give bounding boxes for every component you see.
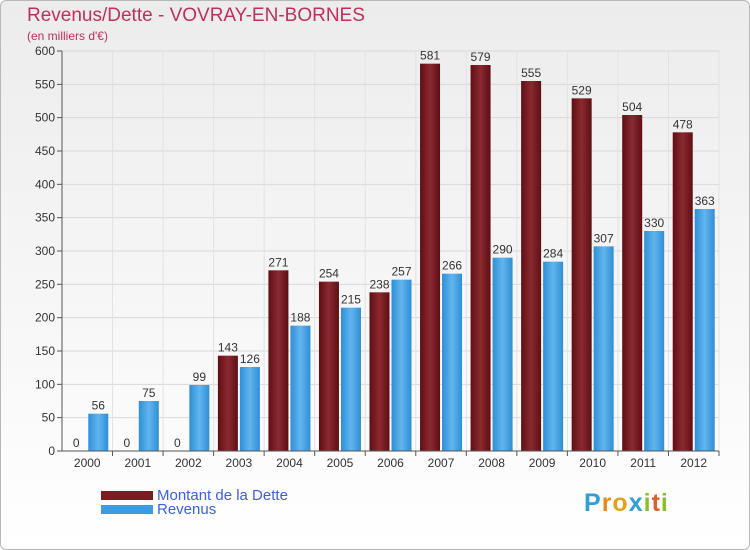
chart-subtitle: (en milliers d'€) [27,29,108,43]
proxiti-logo: Proxiti [584,489,669,517]
bar-revenue [543,261,564,451]
bar-revenue [492,257,513,451]
legend-swatch-revenue [101,504,153,514]
data-label-revenue: 99 [193,370,207,384]
data-label-revenue: 290 [493,243,513,257]
data-label-debt: 0 [73,436,80,450]
bar-revenue [644,231,665,451]
x-tick-label: 2005 [327,456,354,470]
data-label-debt: 529 [572,83,592,97]
x-tick-label: 2006 [377,456,404,470]
bar-revenue [189,385,210,451]
bar-debt [571,98,592,451]
data-label-debt: 143 [218,341,238,355]
bar-debt [622,115,643,451]
data-label-debt: 0 [123,436,130,450]
data-label-debt: 238 [369,277,389,291]
data-label-revenue: 215 [341,293,361,307]
legend-label-debt: Montant de la Dette [157,486,288,504]
legend-label-revenue: Revenus [157,500,217,518]
x-tick-label: 2012 [680,456,707,470]
data-label-revenue: 188 [290,311,310,325]
data-label-debt: 504 [622,100,642,114]
bar-debt [268,270,289,451]
data-label-revenue: 126 [240,352,260,366]
x-tick-label: 2007 [428,456,455,470]
x-tick-label: 2004 [276,456,303,470]
bar-debt [318,281,339,451]
y-tick-label: 0 [48,444,55,458]
data-label-debt: 271 [268,255,288,269]
data-label-revenue: 257 [391,265,411,279]
y-tick-label: 450 [35,144,55,158]
data-label-debt: 478 [673,117,693,131]
legend-swatch-debt [101,490,153,500]
data-label-debt: 555 [521,66,541,80]
x-tick-label: 2010 [579,456,606,470]
x-tick-label: 2000 [74,456,101,470]
x-tick-label: 2002 [175,456,202,470]
bar-debt [420,63,441,452]
data-label-debt: 579 [471,50,491,64]
x-tick-label: 2008 [478,456,505,470]
data-label-revenue: 284 [543,247,563,261]
legend-item-debt: Montant de la Dette [101,486,288,504]
y-tick-label: 500 [35,111,55,125]
x-tick-label: 2001 [124,456,151,470]
bar-debt [369,292,390,451]
y-tick-label: 600 [35,44,55,58]
y-tick-label: 150 [35,344,55,358]
bar-revenue [442,273,463,451]
data-label-revenue: 266 [442,259,462,273]
y-tick-label: 300 [35,244,55,258]
data-label-revenue: 363 [695,194,715,208]
data-label-revenue: 75 [142,386,156,400]
bar-debt [521,81,542,451]
data-label-revenue: 330 [644,216,664,230]
y-tick-label: 250 [35,277,55,291]
y-tick-label: 50 [42,411,56,425]
y-tick-label: 400 [35,177,55,191]
data-label-debt: 581 [420,49,440,63]
chart-title: Revenus/Dette - VOVRAY-EN-BORNES [27,5,365,26]
y-tick-label: 100 [35,377,55,391]
data-label-debt: 0 [174,436,181,450]
bar-debt [470,65,491,451]
x-tick-label: 2009 [529,456,556,470]
bar-revenue [138,401,159,451]
bar-revenue [694,209,715,451]
x-tick-label: 2011 [630,456,656,470]
y-tick-label: 200 [35,311,55,325]
bar-revenue [593,246,614,451]
legend-item-revenue: Revenus [101,500,217,518]
bar-revenue [340,307,361,451]
data-label-debt: 254 [319,267,339,281]
y-tick-label: 550 [35,77,55,91]
bar-debt [217,355,238,451]
data-label-revenue: 307 [594,231,614,245]
bar-revenue [290,325,311,451]
bar-revenue [88,413,109,451]
y-tick-label: 350 [35,211,55,225]
bar-revenue [391,279,412,451]
bar-debt [672,132,693,452]
data-label-revenue: 56 [92,399,106,413]
bar-revenue [239,367,260,451]
x-tick-label: 2003 [226,456,253,470]
